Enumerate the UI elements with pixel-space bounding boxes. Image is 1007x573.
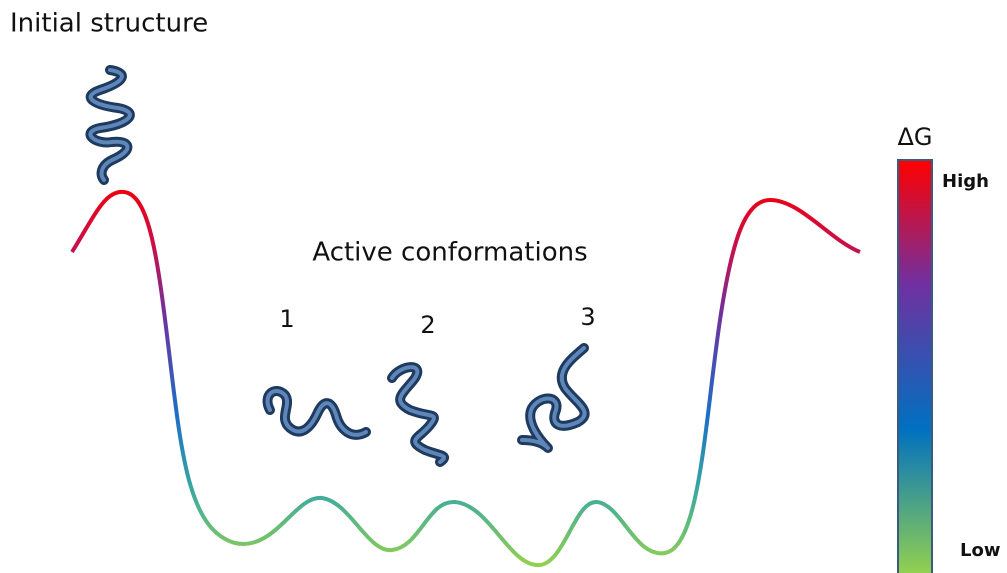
conformation-label: 2 bbox=[420, 311, 435, 339]
protein-1 bbox=[262, 386, 371, 440]
protein-3 bbox=[517, 343, 590, 453]
initial-label: Initial structure bbox=[10, 9, 208, 39]
conformation-label: 1 bbox=[279, 305, 294, 333]
conformation-label: 3 bbox=[580, 303, 595, 331]
scale-high: High bbox=[942, 171, 989, 192]
protein-initial bbox=[85, 65, 135, 185]
scale-symbol: ΔG bbox=[897, 123, 932, 151]
scale-bar bbox=[897, 159, 933, 573]
protein-2 bbox=[387, 362, 449, 467]
energy-curve bbox=[70, 189, 861, 568]
active-label: Active conformations bbox=[312, 238, 587, 268]
scale-low: Low bbox=[960, 540, 1000, 561]
